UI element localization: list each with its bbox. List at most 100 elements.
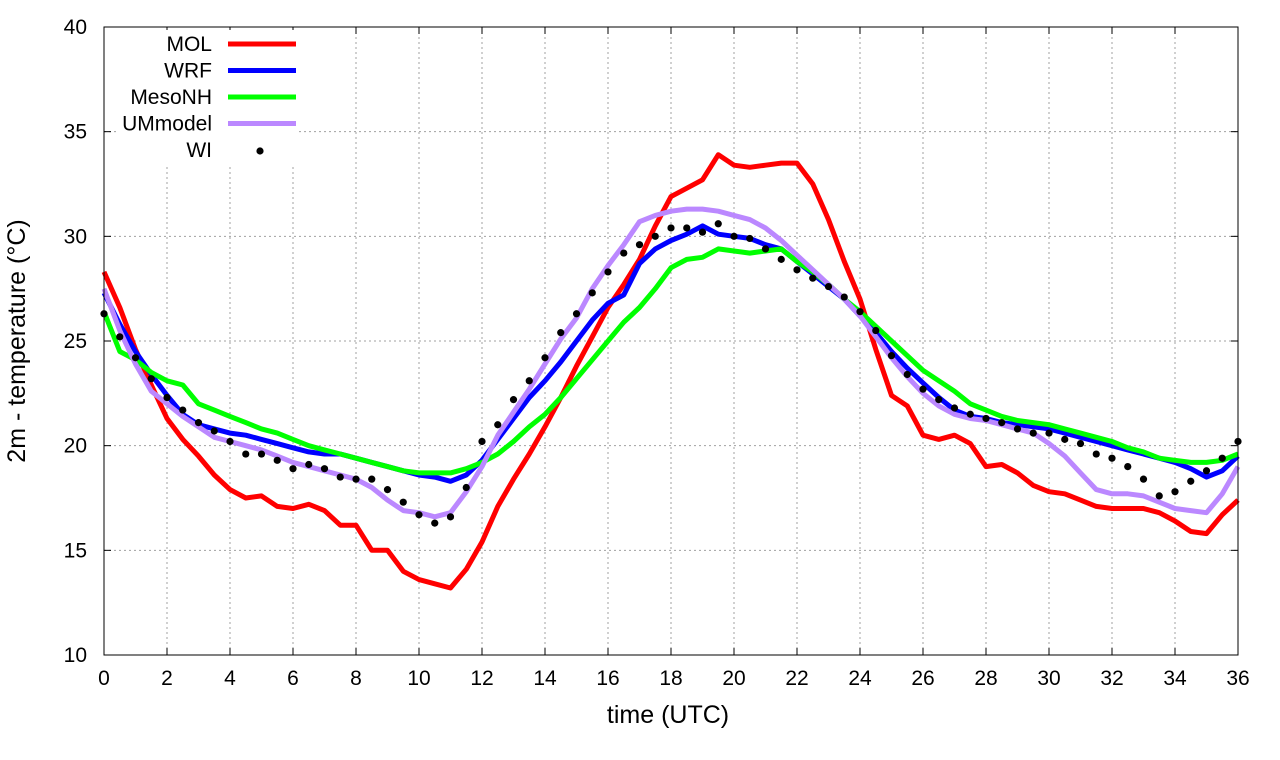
y-tick-label: 10 [64,644,87,667]
series-point-wi [714,220,722,228]
series-point-wi [541,354,549,362]
series-point-wi [320,465,329,473]
series-point-wi [352,475,360,483]
series-point-wi [1092,450,1100,458]
series-line-mesonh [101,246,1239,476]
series-point-wi [935,396,943,404]
legend-label-mesonh: MesoNH [130,86,212,109]
y-tick-label: 40 [64,16,87,39]
series-point-wi [730,232,738,240]
series-point-wi [368,475,376,483]
series-point-wi [698,228,707,236]
series-point-wi [116,333,124,341]
series-point-wi [131,354,140,362]
series-point-wi [509,396,518,404]
legend-label-ummodel: UMmodel [122,113,212,136]
y-tick-label: 35 [64,121,87,144]
series-point-wi [872,326,880,335]
series-point-wi [163,393,171,402]
series-point-wi [1029,429,1037,437]
series-point-wi [746,234,754,243]
series-point-wi [966,410,974,418]
series-point-wi [824,282,833,291]
x-tick-label: 26 [911,667,934,690]
x-axis-title: time (UTC) [607,701,729,729]
y-tick-label: 30 [64,225,87,248]
series-point-wi [210,427,218,435]
series-point-wi [620,249,628,257]
legend-swatch-wi [256,147,264,155]
series-point-wi [1108,454,1116,462]
x-tick-label: 4 [224,667,236,690]
series-point-wi [1124,463,1132,471]
x-tick-label: 24 [848,667,872,690]
series-point-wi [273,456,281,464]
x-tick-label: 34 [1163,667,1187,690]
x-tick-label: 10 [407,667,430,690]
x-tick-label: 12 [470,667,493,690]
x-tick-label: 22 [785,667,808,690]
series-point-wi [651,232,659,240]
series-line-mol [101,152,1240,591]
series-point-wi [147,375,155,383]
series-point-wi [604,268,612,276]
legend: MOL WRF MesoNH UMmodel WI [118,30,298,164]
series-point-wi [887,352,896,360]
series-point-wi [683,224,691,232]
series-point-wi [588,289,596,297]
series-point-wi [950,404,959,412]
y-tick-label: 25 [64,330,87,353]
series-point-wi [194,419,203,427]
x-tick-label: 30 [1037,667,1060,690]
x-tick-label: 14 [533,667,557,690]
x-tick-label: 28 [974,667,997,690]
series-point-wi [494,421,502,429]
series-point-wi [305,460,313,469]
series-point-wi [777,255,785,263]
series-point-wi [635,241,644,249]
legend-label-wi: WI [186,139,212,162]
series-point-wi [399,498,407,506]
series-point-wi [667,224,675,232]
series-point-wi [1187,477,1195,485]
series-point-wi [179,406,187,414]
series-point-wi [336,473,344,481]
series-layer [100,152,1242,591]
series-point-wi [525,377,533,385]
series-line-wrf [101,223,1240,484]
legend-label-wrf: WRF [164,60,212,83]
series-point-wi [998,419,1006,427]
series-point-wi [226,437,234,446]
series-point-wi [242,450,250,458]
series-point-wi [415,511,423,519]
series-point-wi [1045,429,1053,437]
series-point-wi [1076,439,1085,448]
series-point-wi [478,437,486,446]
y-axis-title: 2m - temperature (°C) [3,219,31,462]
series-point-wi [431,519,439,527]
series-point-wi [903,370,911,379]
series-point-wi [572,310,581,318]
series-point-wi [1171,488,1179,496]
series-point-wi [1218,454,1226,462]
x-tick-label: 0 [98,667,110,690]
series-point-wi [557,329,565,337]
x-tick-label: 36 [1226,667,1249,690]
series-point-wi [1139,475,1148,483]
series-point-wi [257,450,266,458]
x-tick-label: 20 [722,667,745,690]
x-tick-label: 18 [659,667,682,690]
series-point-wi [919,385,927,393]
x-tick-label: 2 [161,667,173,690]
series-point-wi [383,486,392,494]
x-tick-label: 8 [350,667,362,690]
series-point-wi [793,266,801,274]
series-line-ummodel [101,206,1241,520]
y-tick-label: 15 [64,539,87,562]
series-point-wi [856,308,864,316]
x-tick-label: 32 [1100,667,1123,690]
series-point-wi [1155,492,1163,500]
x-tick-label: 6 [287,667,299,690]
y-tick-label: 20 [64,435,87,458]
series-point-wi [446,513,455,521]
